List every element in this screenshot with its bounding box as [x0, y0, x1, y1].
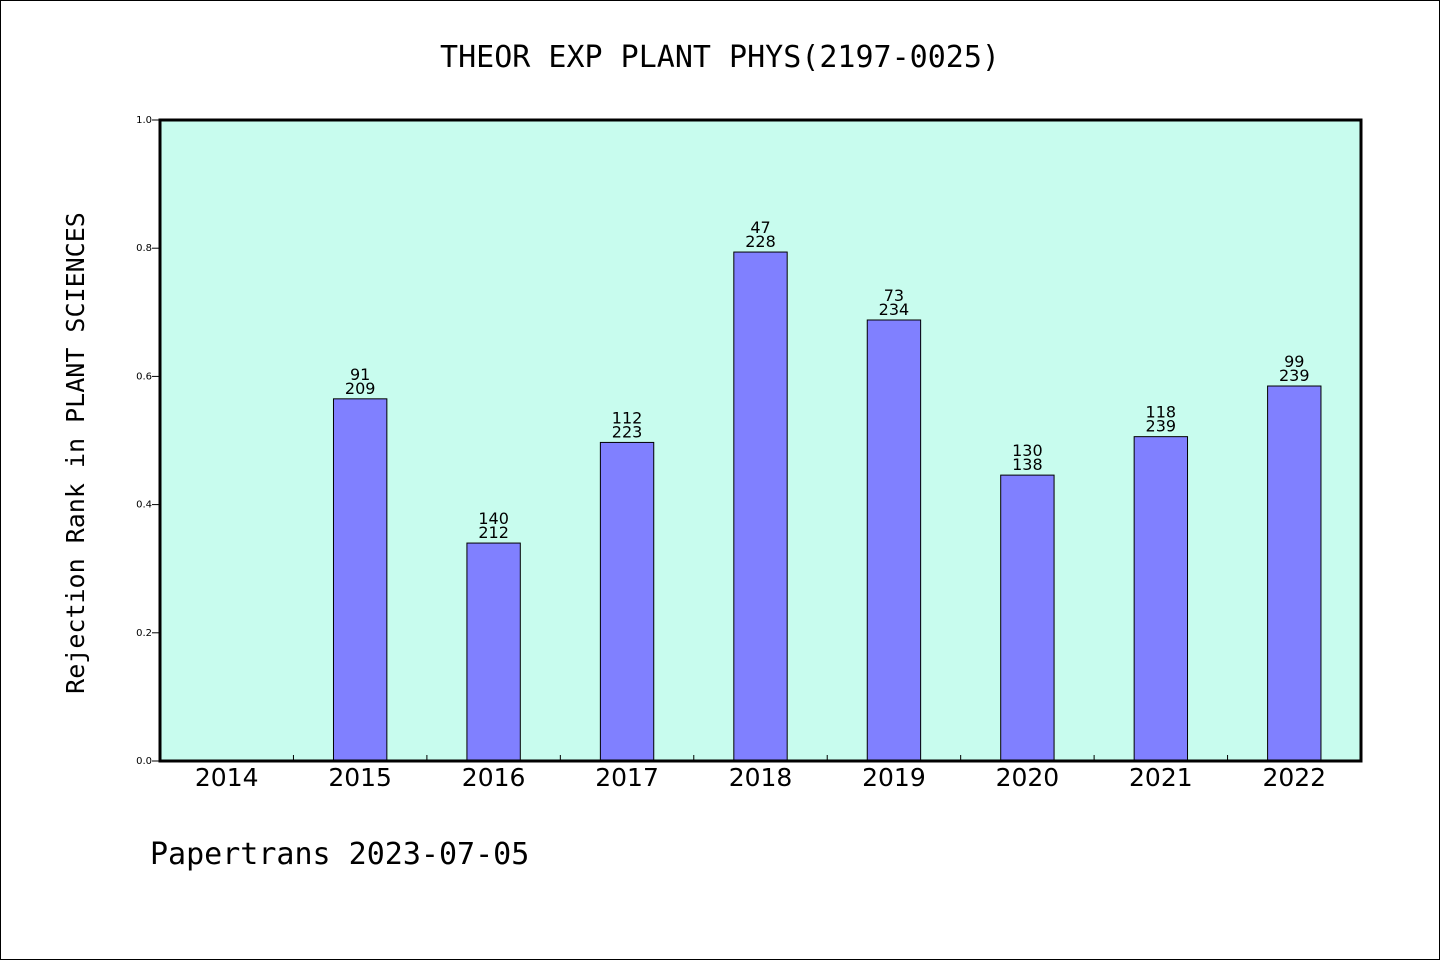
x-tick-label: 2017: [595, 763, 659, 792]
bar-label-bottom: 223: [612, 422, 643, 441]
y-tick-label: 0.2: [136, 628, 152, 639]
plot-border: [158, 118, 1363, 763]
bar-2020: [1000, 474, 1055, 762]
bar-label-top: 112: [612, 408, 643, 427]
bar-label-top: 130: [1012, 441, 1043, 460]
bar-label-bottom: 239: [1146, 417, 1177, 436]
y-tick-label: 0.6: [136, 371, 152, 382]
bar-label-top: 73: [884, 286, 904, 305]
bar-2021: [1133, 436, 1189, 762]
x-tick-label: 2014: [195, 763, 259, 792]
bar-2017: [599, 441, 655, 762]
bar-label-bottom: 209: [345, 379, 376, 398]
footer-text: Papertrans 2023-07-05: [150, 837, 529, 872]
x-tick-label: 2021: [1129, 763, 1193, 792]
x-tick-label: 2018: [729, 763, 793, 792]
bar-2019: [866, 319, 922, 762]
bar-label-bottom: 212: [478, 523, 509, 542]
x-tick-label: 2020: [996, 763, 1060, 792]
bar-label-top: 99: [1284, 352, 1304, 371]
bar-label-bottom: 239: [1279, 366, 1310, 385]
x-tick-label: 2019: [862, 763, 926, 792]
bar-2016: [466, 542, 521, 762]
bar-label-top: 47: [750, 218, 770, 237]
x-tick-label: 2015: [328, 763, 392, 792]
bar-label-top: 140: [478, 509, 509, 528]
y-tick-label: 1.0: [136, 115, 152, 126]
y-axis-label: Rejection Rank in PLANT SCIENCES: [61, 212, 90, 694]
bar-label-bottom: 138: [1012, 455, 1043, 474]
bars-group: 9120914021211222347228732341301381182399…: [332, 218, 1322, 762]
bar-2015: [332, 398, 388, 762]
chart-title: THEOR EXP PLANT PHYS(2197-0025): [440, 40, 1000, 75]
ticks-group: 0.0 0.2 0.4 0.6 0.8 1.0 2014 2015 2016 2017 2018 20…: [136, 115, 1326, 792]
bar-label-top: 91: [350, 365, 370, 384]
x-tick-label: 2022: [1262, 763, 1326, 792]
bar-label-bottom: 228: [745, 232, 776, 251]
y-tick-label: 0.4: [136, 500, 152, 511]
x-tick-label: 2016: [462, 763, 526, 792]
bar-2022: [1267, 385, 1322, 762]
bar-2018: [733, 251, 788, 762]
bar-label-bottom: 234: [879, 300, 910, 319]
bar-label-top: 118: [1146, 403, 1177, 422]
y-tick-label: 0.8: [136, 243, 152, 254]
y-tick-label: 0.0: [136, 756, 152, 767]
